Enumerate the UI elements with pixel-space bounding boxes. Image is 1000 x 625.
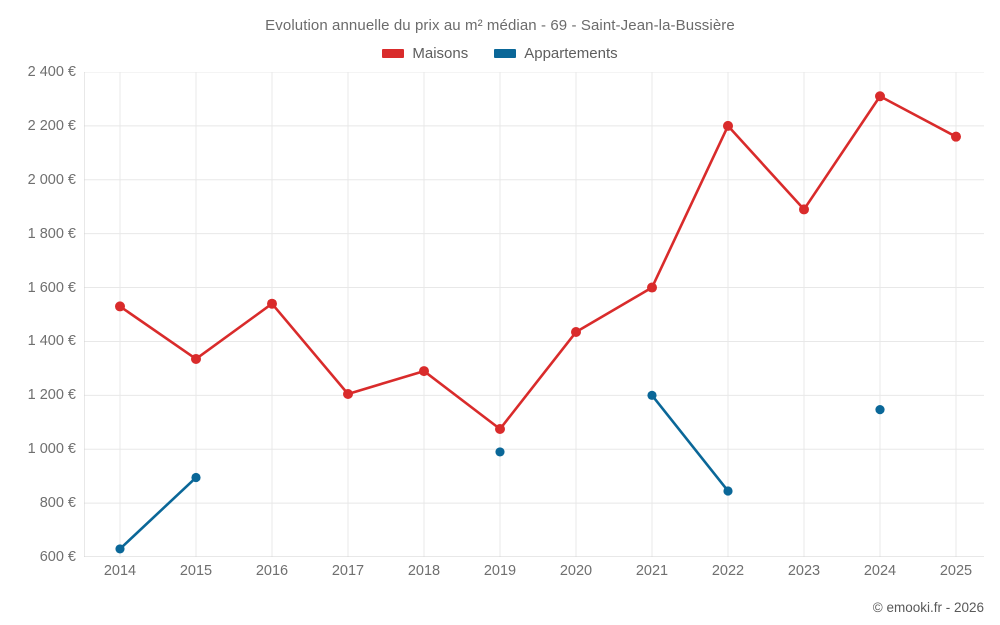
data-point[interactable] xyxy=(723,486,733,496)
data-point[interactable] xyxy=(875,405,885,415)
copyright-credit: © emooki.fr - 2026 xyxy=(872,600,984,615)
y-axis-tick-label: 1 000 € xyxy=(27,441,76,458)
data-point[interactable] xyxy=(875,91,885,102)
y-axis-tick-label: 2 200 € xyxy=(27,117,76,134)
legend-label-appartements: Appartements xyxy=(524,45,618,62)
x-axis-tick-label: 2023 xyxy=(787,563,821,579)
series-line xyxy=(118,476,198,551)
data-point[interactable] xyxy=(343,388,353,399)
x-axis-tick-label: 2016 xyxy=(255,563,289,579)
series-maisons xyxy=(115,91,961,435)
axis-lines xyxy=(84,72,984,557)
y-axis-tick-label: 1 400 € xyxy=(27,333,76,350)
legend-item-appartements[interactable]: Appartements xyxy=(494,45,618,62)
data-point[interactable] xyxy=(571,327,581,338)
x-axis-tick-label: 2021 xyxy=(635,563,669,579)
page-title: Evolution annuelle du prix au m² médian … xyxy=(265,17,735,34)
data-point[interactable] xyxy=(951,131,961,142)
x-axis-tick-label: 2022 xyxy=(711,563,745,579)
series-line xyxy=(118,94,958,431)
data-point[interactable] xyxy=(191,472,201,483)
data-point[interactable] xyxy=(115,544,125,554)
data-point[interactable] xyxy=(267,298,277,309)
y-axis-tick-label: 600 € xyxy=(39,549,76,565)
data-point[interactable] xyxy=(191,353,201,364)
data-point[interactable] xyxy=(647,390,657,400)
series-layer xyxy=(115,91,961,554)
legend-label-maisons: Maisons xyxy=(412,45,469,62)
data-point[interactable] xyxy=(115,301,125,312)
grid-lines xyxy=(84,72,984,557)
plot-area xyxy=(84,72,984,557)
legend-swatch-maisons xyxy=(382,49,405,58)
y-axis-tick-label: 1 800 € xyxy=(27,225,76,242)
legend-item-maisons[interactable]: Maisons xyxy=(382,45,468,62)
x-axis-tick-label: 2014 xyxy=(103,563,137,579)
y-axis-tick-label: 2 000 € xyxy=(27,171,76,188)
series-line xyxy=(650,394,730,493)
x-axis-tick-label: 2024 xyxy=(863,563,897,579)
data-point[interactable] xyxy=(799,204,809,215)
x-axis-tick-label: 2020 xyxy=(559,563,593,579)
y-axis-tick-label: 1 200 € xyxy=(27,387,76,404)
x-axis-tick-labels: 2014 2015 2016 2017 2018 2019 2020 2021 2022 2023… xyxy=(0,563,1000,589)
x-axis-tick-label: 2018 xyxy=(407,563,441,579)
legend-swatch-appartements xyxy=(494,49,517,58)
data-point[interactable] xyxy=(419,366,429,377)
data-point[interactable] xyxy=(723,120,733,131)
y-axis-tick-label: 2 400 € xyxy=(27,64,76,80)
y-axis-tick-label: 1 600 € xyxy=(27,279,76,296)
chart-legend: Maisons Appartements xyxy=(0,45,1000,62)
x-axis-tick-label: 2019 xyxy=(483,563,517,579)
data-point[interactable] xyxy=(647,282,657,293)
chart-svg xyxy=(84,72,984,557)
y-axis-tick-labels: 600 € 800 € 1 000 € 1 200 € 1 400 € 1 600 € 1 … xyxy=(0,64,76,565)
y-axis-tick-label: 800 € xyxy=(39,495,76,512)
data-point[interactable] xyxy=(495,447,505,457)
series-appartements xyxy=(115,390,885,554)
x-axis-tick-label: 2017 xyxy=(331,563,365,579)
x-axis-tick-label: 2015 xyxy=(179,563,213,579)
data-point[interactable] xyxy=(495,424,505,435)
x-axis-tick-label: 2025 xyxy=(939,563,973,579)
